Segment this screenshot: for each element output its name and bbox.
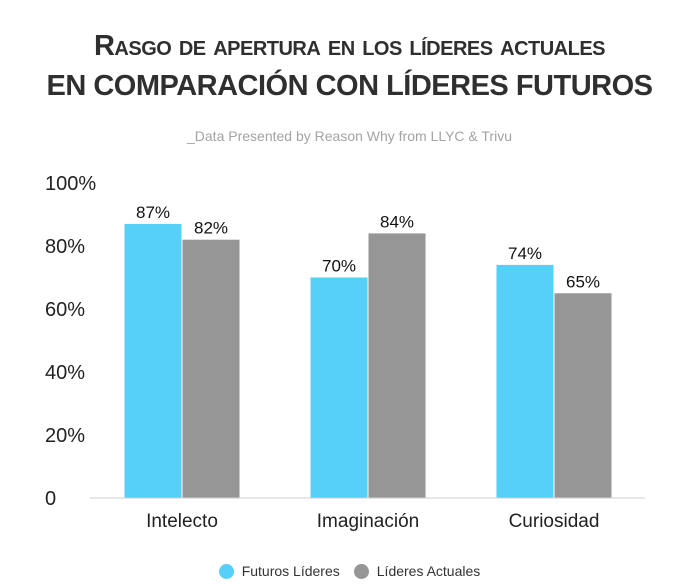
y-tick-label: 80% (45, 236, 85, 258)
data-label: 65% (566, 272, 600, 291)
bar-futuros (310, 277, 368, 498)
bar-actuales (554, 293, 612, 498)
y-tick-label: 100% (45, 173, 96, 195)
legend-label-actuales: Líderes Actuales (376, 563, 481, 579)
chart-subtitle: _Data Presented by Reason Why from LLYC … (187, 128, 512, 144)
x-tick-label: Intelecto (146, 511, 218, 532)
y-tick-label: 60% (45, 299, 85, 321)
legend-label-futuros: Futuros Líderes (241, 563, 340, 579)
legend-item-actuales: Líderes Actuales (353, 563, 481, 579)
bar-actuales (368, 233, 426, 498)
legend-swatch-actuales (353, 563, 369, 579)
x-tick-label: Curiosidad (509, 511, 600, 532)
chart-title-line-2: en comparación con líderes futuros (46, 70, 653, 102)
data-label: 82% (194, 219, 228, 238)
data-label: 74% (508, 244, 542, 263)
bar-futuros (124, 223, 182, 498)
y-tick-label: 20% (45, 425, 85, 447)
data-label: 70% (322, 257, 356, 276)
y-tick-label: 0 (45, 488, 56, 510)
chart-title-line-1: Rasgo de apertura en los líderes actuale… (93, 30, 606, 62)
legend-swatch-futuros (218, 563, 234, 579)
legend: Futuros Líderes Líderes Actuales (0, 563, 699, 579)
x-tick-label: Imaginación (317, 511, 419, 532)
bar-futuros (496, 264, 554, 498)
bar-actuales (182, 239, 240, 498)
data-label: 87% (136, 203, 170, 222)
data-label: 84% (380, 212, 414, 231)
legend-item-futuros: Futuros Líderes (218, 563, 340, 579)
y-tick-label: 40% (45, 362, 85, 384)
